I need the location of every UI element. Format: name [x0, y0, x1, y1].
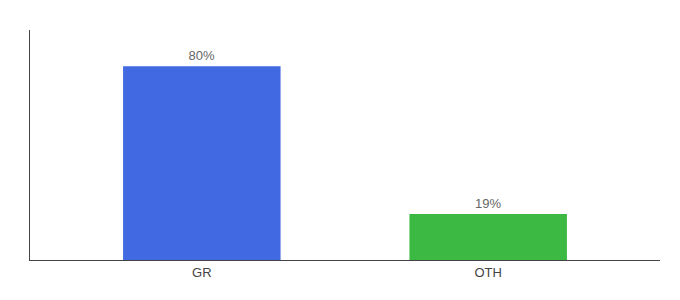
- svg-text:GR: GR: [192, 265, 212, 280]
- svg-text:OTH: OTH: [474, 265, 501, 280]
- svg-text:19%: 19%: [475, 196, 501, 211]
- svg-text:80%: 80%: [189, 48, 215, 63]
